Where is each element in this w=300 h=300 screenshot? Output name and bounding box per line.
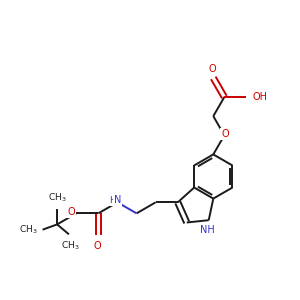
Text: CH$_3$: CH$_3$ — [61, 240, 80, 252]
Text: O: O — [94, 241, 101, 251]
Text: NH: NH — [200, 226, 215, 236]
Text: CH$_3$: CH$_3$ — [48, 191, 66, 204]
Text: CH$_3$: CH$_3$ — [19, 224, 37, 236]
Text: O: O — [221, 129, 229, 139]
Text: O: O — [67, 207, 75, 217]
Text: N: N — [114, 195, 121, 205]
Text: O: O — [209, 64, 217, 74]
Text: H: H — [109, 196, 116, 205]
Text: OH: OH — [253, 92, 268, 102]
